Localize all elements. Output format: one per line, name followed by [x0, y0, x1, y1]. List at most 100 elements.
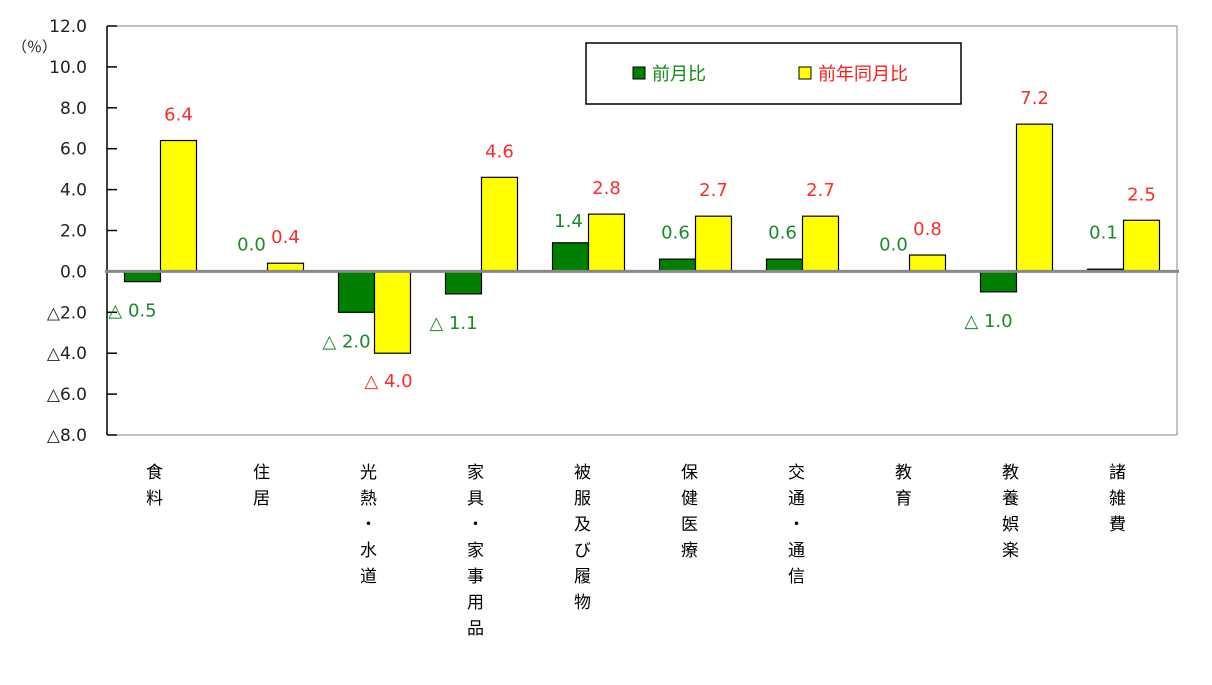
legend-box — [585, 42, 962, 105]
y-tick-label: 8.0 — [60, 99, 87, 119]
category-label: 物 — [574, 593, 591, 613]
label-mom: 0.6 — [661, 222, 690, 243]
bar-yoy — [1015, 123, 1054, 273]
legend-swatch-yoy — [798, 66, 812, 80]
label-mom: 1.4 — [554, 211, 583, 232]
y-tick-label: 10.0 — [49, 58, 87, 78]
category-label: 健 — [681, 489, 698, 509]
label-yoy: 0.4 — [271, 227, 300, 248]
legend-swatch-mom — [632, 66, 646, 80]
category-label: 交 — [788, 463, 805, 483]
label-yoy: 2.7 — [806, 180, 835, 201]
label-mom: △ 1.0 — [964, 311, 1012, 332]
y-tick-label: 2.0 — [60, 222, 87, 242]
y-tick-label: 6.0 — [60, 140, 87, 160]
y-tick-label: 0.0 — [60, 262, 87, 282]
category-label: 諸 — [1109, 463, 1126, 483]
category-label: 家 — [467, 541, 484, 561]
bar-mom — [658, 258, 697, 273]
label-mom: 0.1 — [1089, 222, 1118, 243]
bar-yoy — [908, 254, 947, 272]
label-yoy: 6.4 — [164, 105, 193, 126]
category-label: ・ — [788, 515, 805, 535]
label-mom: △ 0.5 — [108, 301, 156, 322]
category-label: 家 — [467, 463, 484, 483]
bar-mom — [123, 270, 162, 283]
bars — [123, 123, 1161, 354]
bar-yoy — [1122, 219, 1161, 272]
y-axis: 12.0 10.0 8.0 6.0 4.0 2.0 0.0 △2.0 △4.0 △6.0 △8.0 （… — [12, 17, 117, 446]
label-mom: 0.0 — [237, 234, 266, 255]
category-label: 通 — [788, 541, 805, 561]
category-label: 料 — [146, 489, 163, 509]
category-label: 用 — [467, 593, 484, 613]
bar-yoy — [373, 270, 412, 354]
category-label: 信 — [788, 567, 805, 587]
category-label: 品 — [467, 619, 484, 639]
bar-yoy — [801, 215, 840, 272]
bar-yoy — [159, 139, 198, 273]
bar-yoy — [480, 176, 519, 273]
bar-mom — [551, 242, 590, 273]
category-label: 住 — [253, 463, 270, 483]
category-label: 楽 — [1002, 541, 1019, 561]
label-yoy: △ 4.0 — [364, 371, 412, 392]
legend: 前月比 前年同月比 — [585, 42, 962, 105]
category-label: ・ — [467, 515, 484, 535]
category-label: 道 — [360, 567, 377, 587]
category-label: 教 — [895, 463, 912, 483]
label-mom: △ 2.0 — [322, 331, 370, 352]
label-yoy: 0.8 — [913, 219, 942, 240]
label-mom: 0.0 — [879, 234, 908, 255]
legend-label-mom: 前月比 — [652, 64, 706, 85]
category-label: 保 — [681, 463, 698, 483]
bar-yoy — [587, 213, 626, 272]
category-label: び — [574, 541, 591, 561]
category-label: 娯 — [1002, 515, 1019, 535]
category-label: 事 — [467, 567, 484, 587]
category-label: 食 — [146, 463, 163, 483]
y-tick-label: △8.0 — [47, 426, 87, 446]
category-label: 医 — [681, 515, 698, 535]
category-label: 通 — [788, 489, 805, 509]
bar-mom — [337, 270, 376, 313]
label-yoy: 7.2 — [1020, 88, 1049, 109]
bar-yoy — [694, 215, 733, 272]
category-label: 療 — [681, 541, 698, 561]
label-yoy: 2.8 — [592, 178, 621, 199]
category-label: 及 — [574, 515, 591, 535]
category-label: 居 — [253, 489, 270, 509]
label-yoy: 2.5 — [1127, 184, 1156, 205]
category-label: 熱 — [360, 489, 377, 509]
label-yoy: 4.6 — [485, 141, 514, 162]
category-label: 雑 — [1109, 489, 1126, 509]
data-labels: △ 0.56.40.0 0.4△ 2.0△ 4.0△ 1.14.61.42.80.… — [108, 88, 1155, 392]
y-tick-label: △6.0 — [47, 385, 87, 405]
y-tick-label: 12.0 — [49, 17, 87, 37]
bar-mom — [444, 270, 483, 295]
y-unit-label: （％） — [12, 38, 57, 56]
category-label: 育 — [895, 489, 912, 509]
category-label: 費 — [1109, 515, 1126, 535]
category-label: 服 — [574, 489, 591, 509]
label-mom: △ 1.1 — [429, 313, 477, 334]
category-label: 水 — [360, 541, 377, 561]
bar-mom — [765, 258, 804, 273]
category-label: 光 — [360, 463, 377, 483]
category-label: 具 — [467, 489, 484, 509]
label-yoy: 2.7 — [699, 180, 728, 201]
y-tick-label: △2.0 — [47, 303, 87, 323]
category-label: 被 — [574, 463, 591, 483]
category-label: 教 — [1002, 463, 1019, 483]
category-label: 養 — [1002, 489, 1019, 509]
y-tick-label: 4.0 — [60, 181, 87, 201]
category-label: ・ — [360, 515, 377, 535]
legend-label-yoy: 前年同月比 — [818, 64, 908, 85]
category-label: 履 — [574, 567, 591, 587]
label-mom: 0.6 — [768, 222, 797, 243]
y-tick-label: △4.0 — [47, 344, 87, 364]
bar-mom — [979, 270, 1018, 293]
